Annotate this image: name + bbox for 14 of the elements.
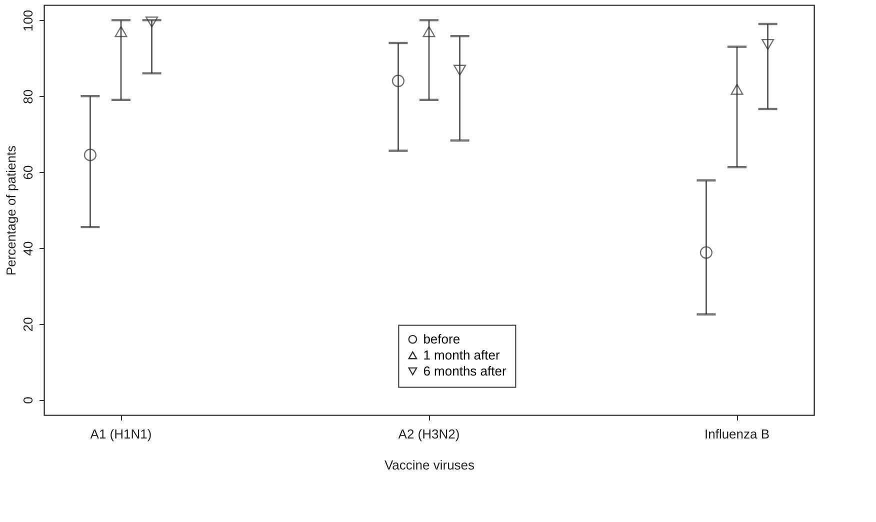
y-axis-title: Percentage of patients — [4, 144, 18, 276]
y-tick-label: 80 — [20, 89, 36, 104]
x-tick-label: Influenza B — [704, 426, 770, 442]
y-tick-label: 0 — [20, 396, 36, 404]
legend-label: 1 month after — [423, 347, 500, 362]
x-axis-title: Vaccine viruses — [384, 458, 476, 472]
y-tick-label: 60 — [20, 165, 36, 180]
x-tick-label: A2 (H3N2) — [398, 426, 460, 442]
y-tick-label: 20 — [20, 317, 36, 332]
legend-label: before — [423, 331, 460, 346]
x-tick-label: A1 (H1N1) — [90, 426, 152, 442]
legend-label: 6 months after — [423, 363, 507, 378]
y-tick-label: 40 — [20, 241, 36, 256]
y-tick-label: 100 — [20, 10, 36, 32]
